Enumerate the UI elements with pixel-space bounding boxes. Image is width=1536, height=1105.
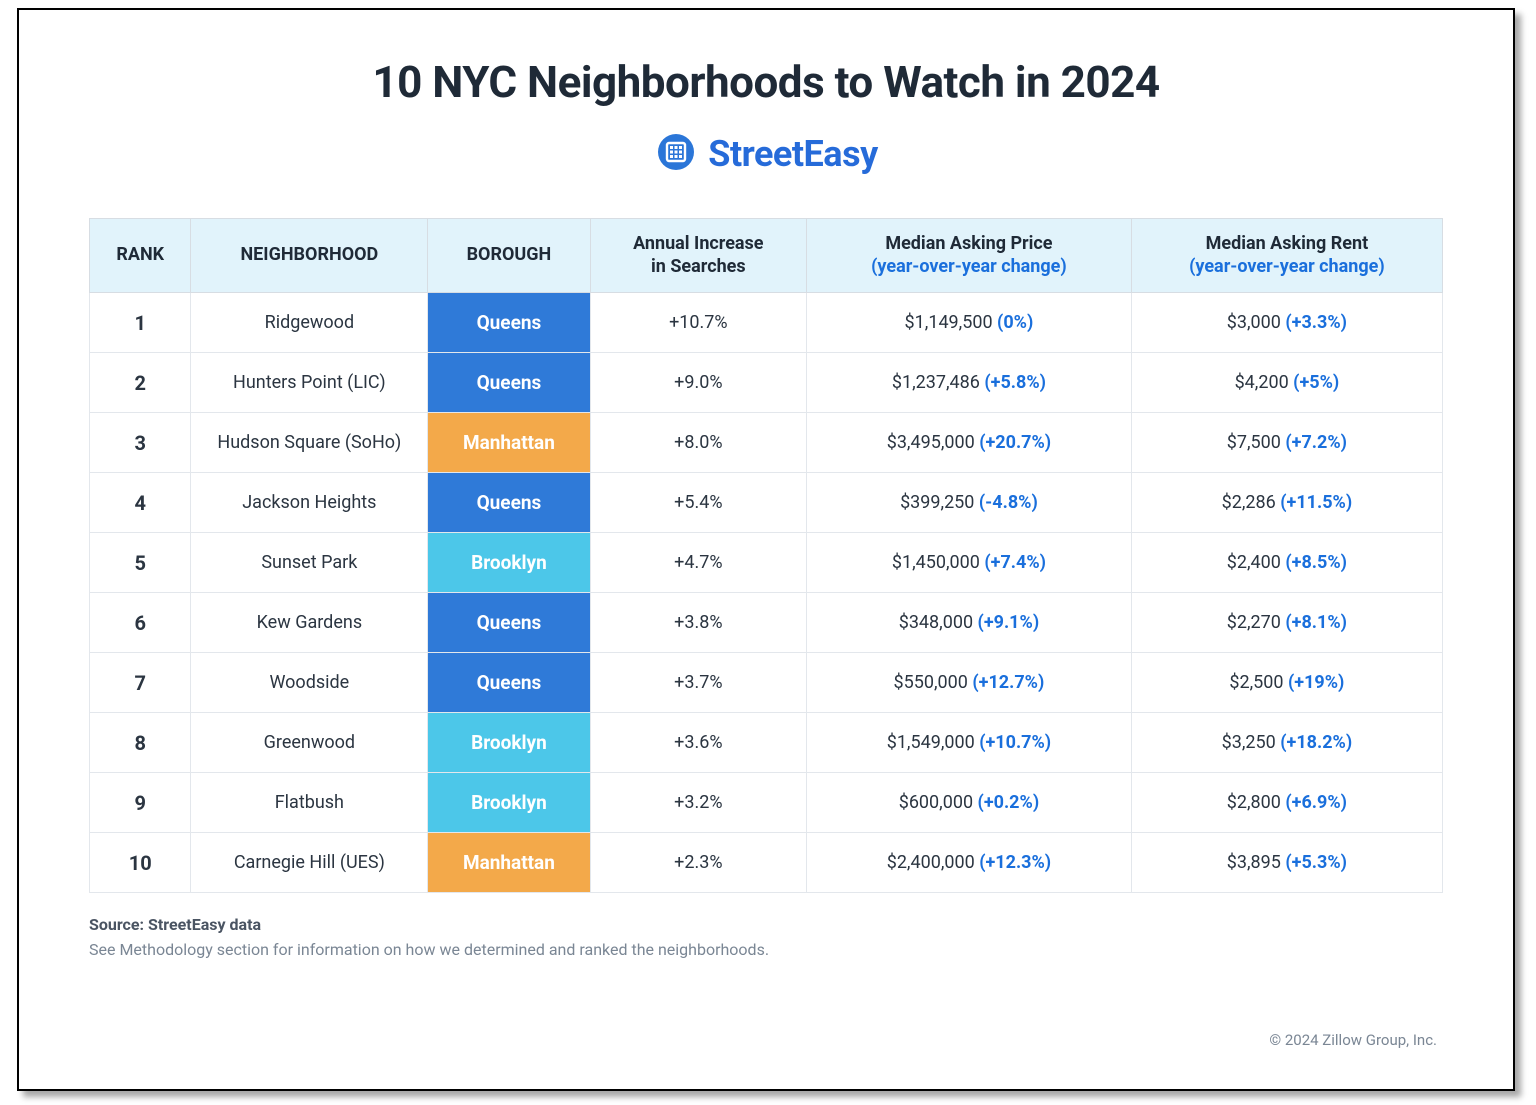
borough-pill: Brooklyn — [428, 773, 589, 832]
brand-block: StreetEasy — [89, 132, 1443, 176]
table-row: 4Jackson HeightsQueens+5.4%$399,250 (-4.… — [90, 473, 1443, 533]
footer-copyright: © 2024 Zillow Group, Inc. — [1269, 1031, 1437, 1049]
col-median-price: Median Asking Price (year-over-year chan… — [807, 219, 1132, 293]
cell-neighborhood: Hudson Square (SoHo) — [191, 413, 428, 473]
col-neighborhood: NEIGHBORHOOD — [191, 219, 428, 293]
brand-icon — [654, 132, 698, 176]
cell-borough: Queens — [428, 653, 590, 713]
cell-rank: 1 — [90, 293, 191, 353]
cell-median-rent: $3,000 (+3.3%) — [1131, 293, 1442, 353]
cell-annual-increase: +3.6% — [590, 713, 806, 773]
cell-annual-increase: +3.7% — [590, 653, 806, 713]
cell-borough: Queens — [428, 293, 590, 353]
page-title: 10 NYC Neighborhoods to Watch in 2024 — [89, 56, 1443, 108]
cell-neighborhood: Sunset Park — [191, 533, 428, 593]
table-row: 3Hudson Square (SoHo)Manhattan+8.0%$3,49… — [90, 413, 1443, 473]
cell-median-price: $1,549,000 (+10.7%) — [807, 713, 1132, 773]
cell-median-price: $550,000 (+12.7%) — [807, 653, 1132, 713]
cell-rank: 7 — [90, 653, 191, 713]
cell-median-rent: $2,286 (+11.5%) — [1131, 473, 1442, 533]
cell-median-rent: $4,200 (+5%) — [1131, 353, 1442, 413]
cell-rank: 9 — [90, 773, 191, 833]
table-header: RANK NEIGHBORHOOD BOROUGH Annual Increas… — [90, 219, 1443, 293]
cell-borough: Queens — [428, 353, 590, 413]
borough-pill: Queens — [428, 293, 589, 352]
borough-pill: Brooklyn — [428, 713, 589, 772]
cell-neighborhood: Carnegie Hill (UES) — [191, 833, 428, 893]
col-median-rent: Median Asking Rent (year-over-year chang… — [1131, 219, 1442, 293]
borough-pill: Queens — [428, 653, 589, 712]
cell-median-rent: $7,500 (+7.2%) — [1131, 413, 1442, 473]
cell-borough: Manhattan — [428, 833, 590, 893]
cell-median-price: $348,000 (+9.1%) — [807, 593, 1132, 653]
cell-median-rent: $2,270 (+8.1%) — [1131, 593, 1442, 653]
neighborhoods-table: RANK NEIGHBORHOOD BOROUGH Annual Increas… — [89, 218, 1443, 893]
cell-rank: 3 — [90, 413, 191, 473]
cell-median-price: $2,400,000 (+12.3%) — [807, 833, 1132, 893]
cell-median-price: $1,237,486 (+5.8%) — [807, 353, 1132, 413]
table-body: 1RidgewoodQueens+10.7%$1,149,500 (0%)$3,… — [90, 293, 1443, 893]
borough-pill: Manhattan — [428, 413, 589, 472]
cell-rank: 10 — [90, 833, 191, 893]
cell-median-price: $3,495,000 (+20.7%) — [807, 413, 1132, 473]
cell-median-price: $1,149,500 (0%) — [807, 293, 1132, 353]
cell-borough: Manhattan — [428, 413, 590, 473]
cell-rank: 2 — [90, 353, 191, 413]
col-rank: RANK — [90, 219, 191, 293]
cell-borough: Brooklyn — [428, 533, 590, 593]
cell-median-price: $399,250 (-4.8%) — [807, 473, 1132, 533]
footer: Source: StreetEasy data See Methodology … — [89, 915, 1443, 959]
table-row: 8GreenwoodBrooklyn+3.6%$1,549,000 (+10.7… — [90, 713, 1443, 773]
cell-neighborhood: Kew Gardens — [191, 593, 428, 653]
cell-rank: 4 — [90, 473, 191, 533]
cell-median-price: $1,450,000 (+7.4%) — [807, 533, 1132, 593]
table-row: 10Carnegie Hill (UES)Manhattan+2.3%$2,40… — [90, 833, 1443, 893]
table-row: 2Hunters Point (LIC)Queens+9.0%$1,237,48… — [90, 353, 1443, 413]
cell-neighborhood: Hunters Point (LIC) — [191, 353, 428, 413]
col-annual-increase: Annual Increase in Searches — [590, 219, 806, 293]
cell-annual-increase: +3.8% — [590, 593, 806, 653]
cell-borough: Queens — [428, 593, 590, 653]
footer-source: Source: StreetEasy data — [89, 915, 1443, 934]
table-row: 6Kew GardensQueens+3.8%$348,000 (+9.1%)$… — [90, 593, 1443, 653]
borough-pill: Manhattan — [428, 833, 589, 892]
cell-median-rent: $3,250 (+18.2%) — [1131, 713, 1442, 773]
cell-annual-increase: +4.7% — [590, 533, 806, 593]
table-row: 5Sunset ParkBrooklyn+4.7%$1,450,000 (+7.… — [90, 533, 1443, 593]
cell-annual-increase: +3.2% — [590, 773, 806, 833]
cell-borough: Queens — [428, 473, 590, 533]
content-card: 10 NYC Neighborhoods to Watch in 2024 — [17, 8, 1515, 1091]
cell-median-rent: $2,400 (+8.5%) — [1131, 533, 1442, 593]
cell-median-rent: $2,500 (+19%) — [1131, 653, 1442, 713]
borough-pill: Queens — [428, 353, 589, 412]
table-row: 9FlatbushBrooklyn+3.2%$600,000 (+0.2%)$2… — [90, 773, 1443, 833]
brand-name: StreetEasy — [708, 133, 877, 175]
cell-borough: Brooklyn — [428, 773, 590, 833]
cell-rank: 5 — [90, 533, 191, 593]
col-borough: BOROUGH — [428, 219, 590, 293]
cell-annual-increase: +10.7% — [590, 293, 806, 353]
cell-neighborhood: Woodside — [191, 653, 428, 713]
table-row: 1RidgewoodQueens+10.7%$1,149,500 (0%)$3,… — [90, 293, 1443, 353]
cell-annual-increase: +2.3% — [590, 833, 806, 893]
borough-pill: Brooklyn — [428, 533, 589, 592]
footer-methodology: See Methodology section for information … — [89, 940, 1443, 959]
cell-annual-increase: +9.0% — [590, 353, 806, 413]
cell-neighborhood: Ridgewood — [191, 293, 428, 353]
cell-borough: Brooklyn — [428, 713, 590, 773]
cell-median-price: $600,000 (+0.2%) — [807, 773, 1132, 833]
cell-rank: 8 — [90, 713, 191, 773]
page-frame: 10 NYC Neighborhoods to Watch in 2024 — [0, 0, 1536, 1105]
cell-rank: 6 — [90, 593, 191, 653]
cell-neighborhood: Jackson Heights — [191, 473, 428, 533]
cell-median-rent: $2,800 (+6.9%) — [1131, 773, 1442, 833]
borough-pill: Queens — [428, 593, 589, 652]
borough-pill: Queens — [428, 473, 589, 532]
table-row: 7WoodsideQueens+3.7%$550,000 (+12.7%)$2,… — [90, 653, 1443, 713]
cell-annual-increase: +5.4% — [590, 473, 806, 533]
cell-neighborhood: Flatbush — [191, 773, 428, 833]
cell-neighborhood: Greenwood — [191, 713, 428, 773]
cell-annual-increase: +8.0% — [590, 413, 806, 473]
cell-median-rent: $3,895 (+5.3%) — [1131, 833, 1442, 893]
